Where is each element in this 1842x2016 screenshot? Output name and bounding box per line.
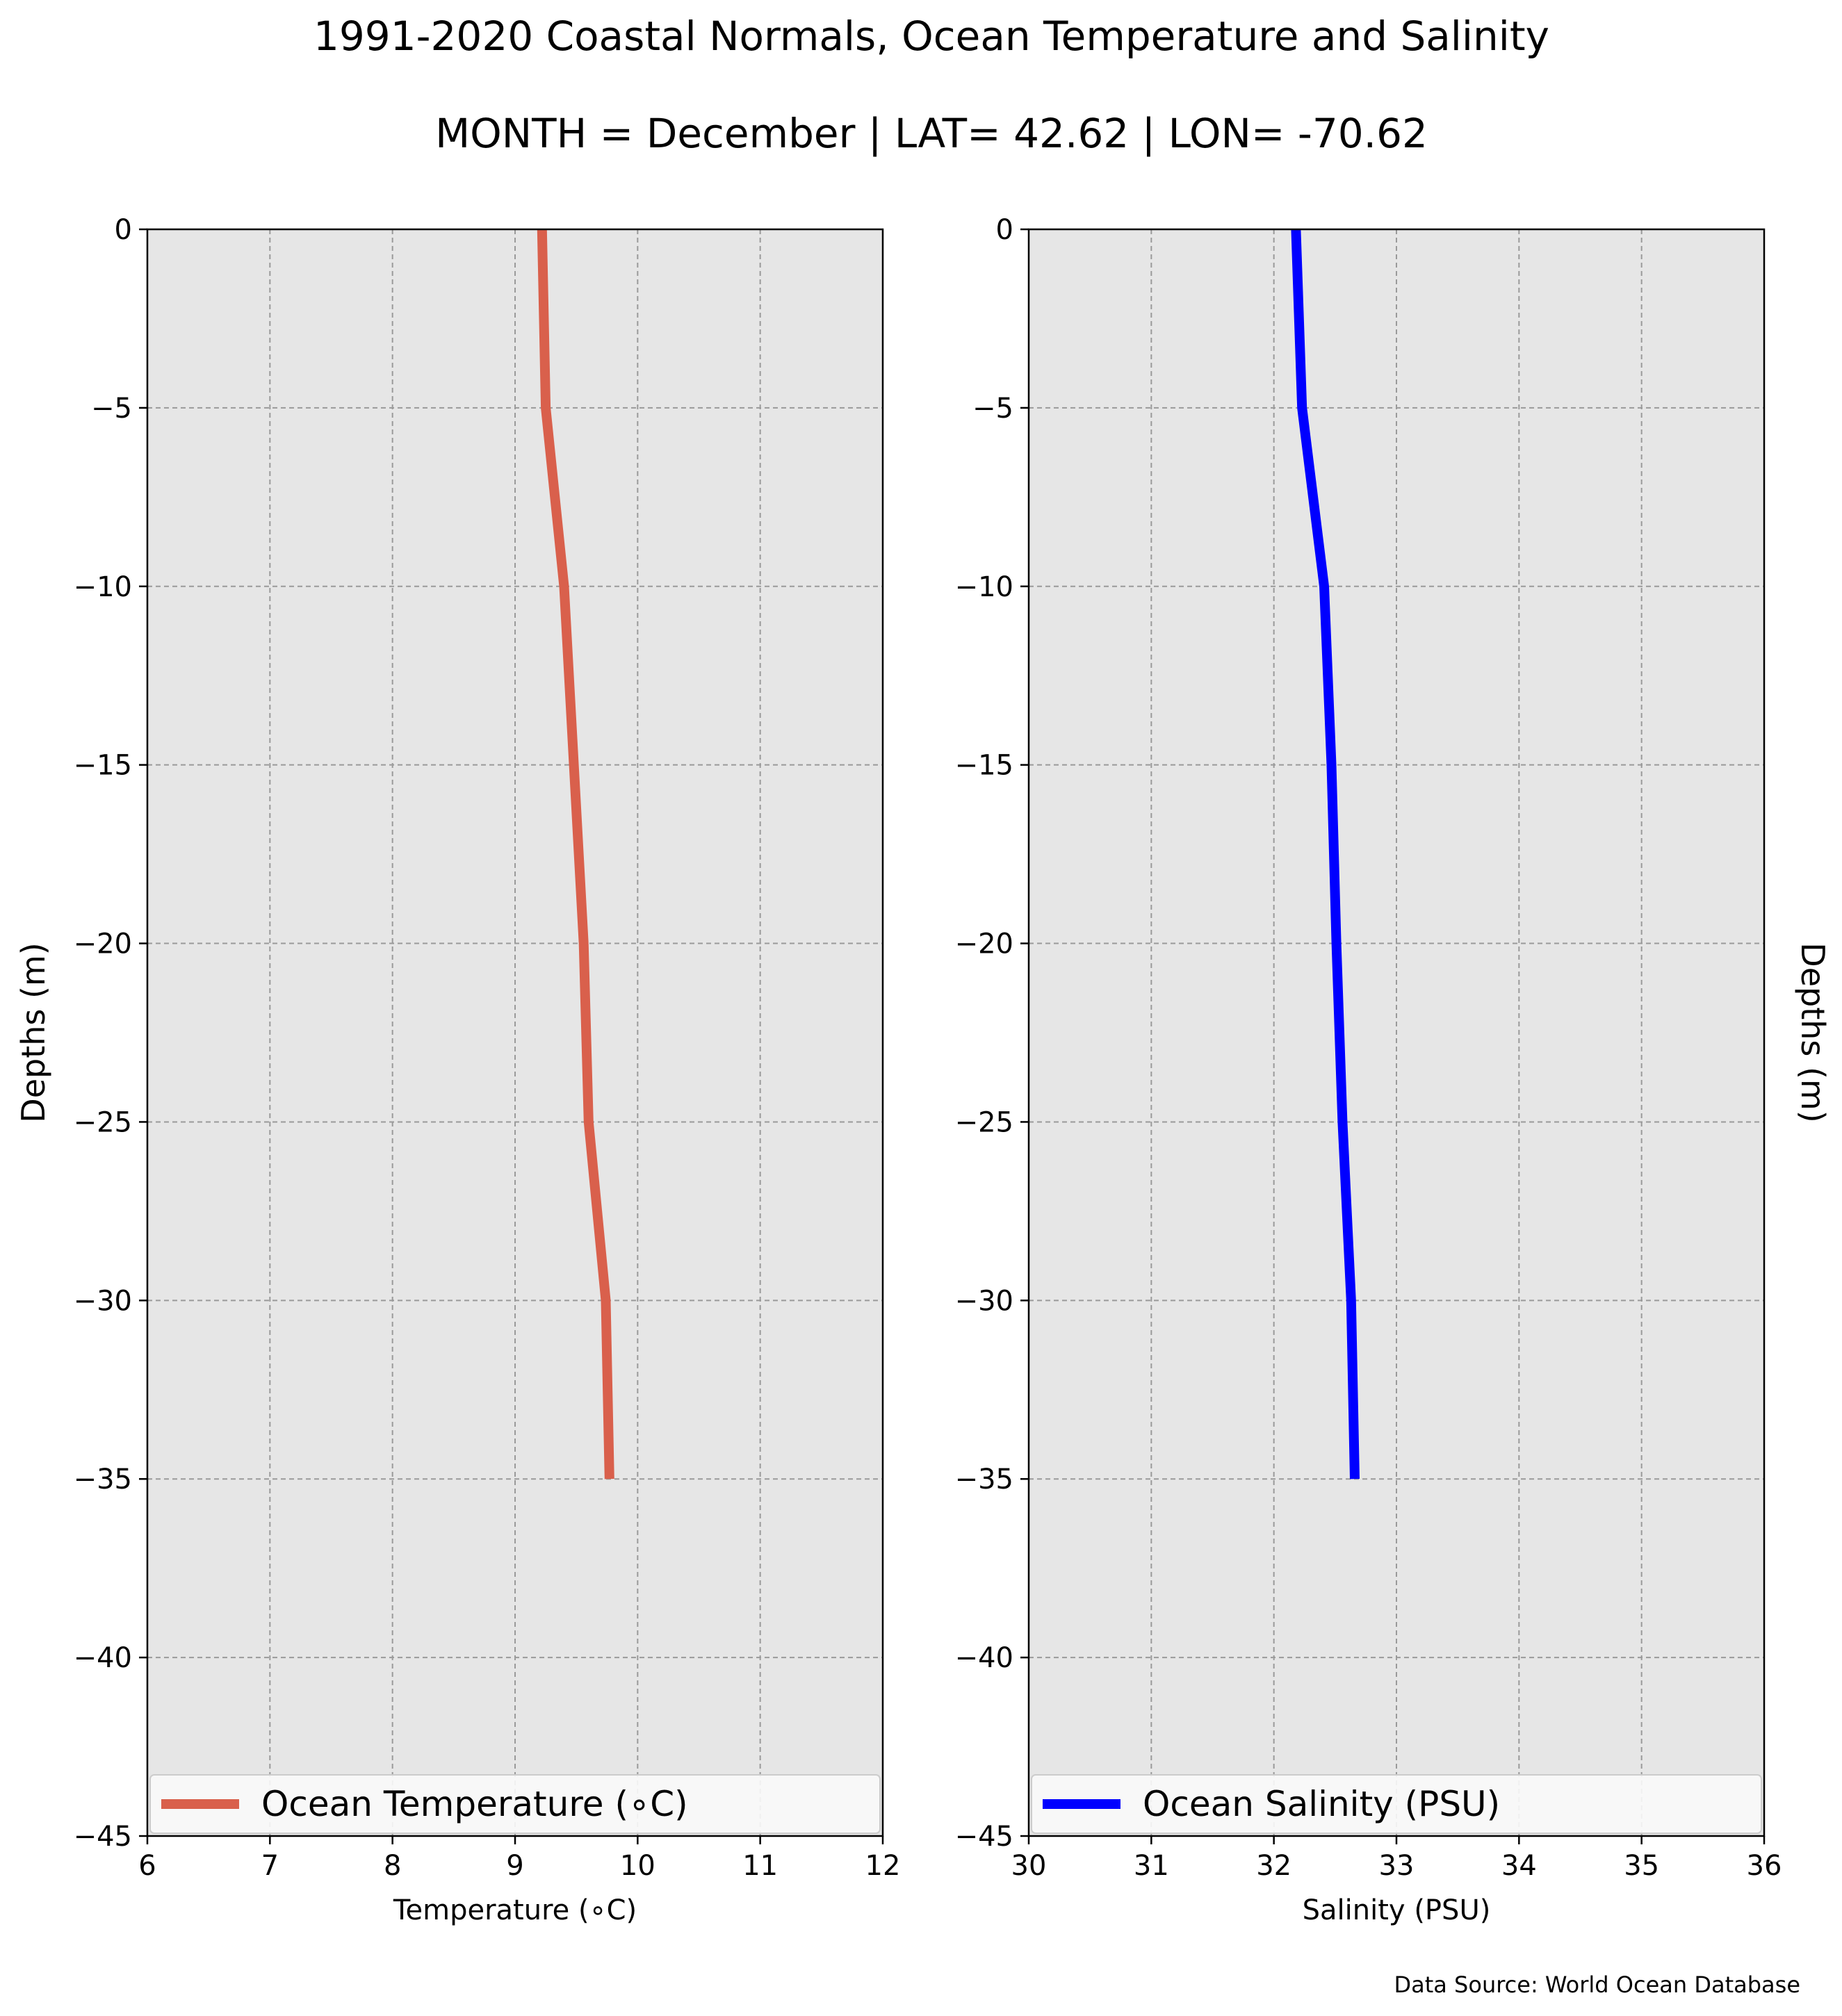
salinity-y-tick-label: −20 [955,928,1013,960]
temperature-x-tick-label: 12 [865,1850,901,1882]
temperature-x-tick-label: 8 [384,1850,401,1882]
salinity-legend-box [1031,1774,1762,1834]
temperature-panel: 6 7 8 9 10 11 12 0 −5 −10 −15 −20 −25 −30 −35 −40 −45 Tem… [15,214,900,1926]
salinity-x-tick-label: 33 [1379,1850,1415,1882]
temperature-y-tick-label: −5 [91,393,132,425]
salinity-y-tick-label: −15 [955,750,1013,782]
temperature-y-tick-label: 0 [115,214,132,246]
salinity-legend: Ocean Salinity (PSU) [1031,1774,1762,1834]
salinity-legend-label: Ocean Salinity (PSU) [1143,1784,1500,1824]
temperature-x-tick-label: 10 [620,1850,655,1882]
salinity-y-tick-label: −10 [955,571,1013,603]
temperature-legend-box [149,1774,881,1834]
salinity-y-tick-label: −5 [972,393,1013,425]
salinity-x-tick-label: 35 [1624,1850,1659,1882]
temperature-y-axis-label: Depths (m) [15,942,52,1122]
salinity-x-tick-label: 31 [1134,1850,1169,1882]
chart-title: 1991-2020 Coastal Normals, Ocean Tempera… [313,13,1549,60]
temperature-y-tick-label: −25 [74,1106,132,1138]
temperature-y-tick-label: −45 [74,1821,132,1853]
data-source-note: Data Source: World Ocean Database [1394,1972,1800,1998]
salinity-panel: 30 31 32 33 34 35 36 0 −5 −10 −15 −20 −25 −30 −35 −40 −4… [955,214,1832,1926]
temperature-x-axis-label: Temperature (∘C) [393,1894,637,1926]
salinity-y-tick-label: −30 [955,1285,1013,1317]
salinity-series-line [1291,229,1360,1480]
temperature-x-tick-label: 9 [506,1850,523,1882]
temperature-y-tick-label: −15 [74,750,132,782]
salinity-x-tick-label: 30 [1011,1850,1047,1882]
salinity-x-tick-label: 32 [1256,1850,1291,1882]
salinity-x-tick-label: 34 [1501,1850,1537,1882]
salinity-y-tick-label: −35 [955,1464,1013,1495]
temperature-legend: Ocean Temperature (∘C) [149,1774,881,1834]
salinity-y-tick-label: 0 [996,214,1013,246]
chart-subtitle: MONTH = December | LAT= 42.62 | LON= -70… [435,110,1428,157]
temperature-y-tick-label: −35 [74,1464,132,1495]
temperature-y-tick-label: −30 [74,1285,132,1317]
temperature-y-tick-label: −20 [74,928,132,960]
salinity-x-tick-label: 36 [1747,1850,1782,1882]
temperature-legend-label: Ocean Temperature (∘C) [261,1784,688,1824]
temperature-x-tick-label: 6 [138,1850,156,1882]
temperature-y-tick-label: −10 [74,571,132,603]
salinity-y-tick-label: −25 [955,1106,1013,1138]
temperature-y-tick-label: −40 [74,1642,132,1674]
temperature-x-tick-label: 11 [742,1850,778,1882]
salinity-y-tick-label: −45 [955,1821,1013,1853]
salinity-y-tick-label: −40 [955,1642,1013,1674]
panels: 6 7 8 9 10 11 12 0 −5 −10 −15 −20 −25 −30 −35 −40 −45 Tem… [15,214,1832,1926]
temperature-x-tick-label: 7 [261,1850,279,1882]
salinity-y-axis-label: Depths (m) [1794,942,1832,1122]
temperature-series-line [537,229,614,1480]
salinity-x-axis-label: Salinity (PSU) [1303,1894,1491,1926]
